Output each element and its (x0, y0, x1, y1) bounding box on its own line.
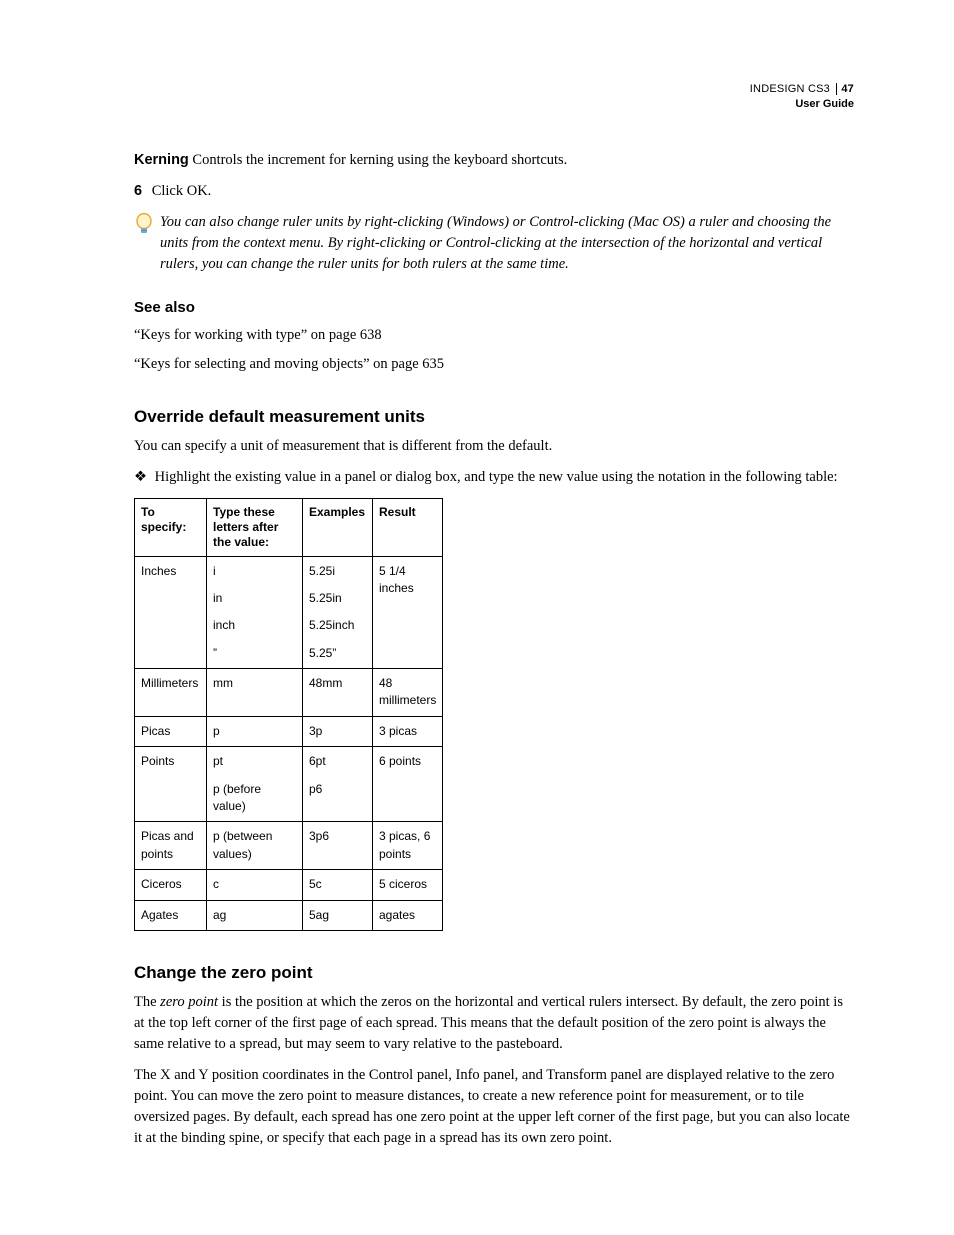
table-cell: 48mm (303, 669, 373, 717)
col-header: Type these letters after the value: (207, 498, 303, 556)
page-number: 47 (836, 83, 854, 95)
zero-p1: The zero point is the position at which … (134, 992, 854, 1055)
table-cell: 5 1/4 inches (373, 556, 443, 669)
kerning-label: Kerning (134, 152, 189, 168)
col-header: Examples (303, 498, 373, 556)
step-6: 6 Click OK. (134, 181, 854, 202)
table-row: Inchesiininch”5.25i5.25in5.25inch5.25”5 … (135, 556, 443, 669)
table-cell: ag (207, 900, 303, 930)
product-name: INDESIGN CS3 (750, 83, 830, 95)
table-cell: p (between values) (207, 822, 303, 870)
col-header: To specify: (135, 498, 207, 556)
zero-heading: Change the zero point (134, 961, 854, 986)
table-cell: Picas and points (135, 822, 207, 870)
measurement-table: To specify: Type these letters after the… (134, 498, 443, 931)
table-cell: mm (207, 669, 303, 717)
step-number: 6 (134, 183, 142, 199)
table-cell: 5c (303, 870, 373, 900)
lightbulb-icon (134, 213, 158, 244)
table-cell: Points (135, 747, 207, 822)
kerning-line: Kerning Controls the increment for kerni… (134, 150, 854, 171)
table-cell: 5 ciceros (373, 870, 443, 900)
table-header-row: To specify: Type these letters after the… (135, 498, 443, 556)
table-row: Millimetersmm48mm48 millimeters (135, 669, 443, 717)
col-header: Result (373, 498, 443, 556)
bullet-text: Highlight the existing value in a panel … (155, 469, 838, 485)
doc-subtitle: User Guide (750, 97, 854, 112)
table-row: Agatesag5agagates (135, 900, 443, 930)
diamond-bullet-icon: ❖ (134, 469, 147, 485)
step-text: Click OK. (152, 183, 212, 199)
page: INDESIGN CS3 47 User Guide Kerning Contr… (0, 0, 954, 1235)
see-also-link-1: “Keys for working with type” on page 638 (134, 325, 854, 346)
table-cell: 3p (303, 716, 373, 746)
table-cell: 5.25i5.25in5.25inch5.25” (303, 556, 373, 669)
table-cell: agates (373, 900, 443, 930)
table-cell: 3 picas, 6 points (373, 822, 443, 870)
table-cell: 3p6 (303, 822, 373, 870)
table-cell: c (207, 870, 303, 900)
table-cell: Inches (135, 556, 207, 669)
table-row: Pointsptp (before value)6ptp66 points (135, 747, 443, 822)
table-cell: 3 picas (373, 716, 443, 746)
table-cell: Ciceros (135, 870, 207, 900)
table-cell: Agates (135, 900, 207, 930)
table-cell: 48 millimeters (373, 669, 443, 717)
table-cell: p (207, 716, 303, 746)
running-header: INDESIGN CS3 47 User Guide (750, 82, 854, 112)
table-row: Picas and pointsp (between values)3p63 p… (135, 822, 443, 870)
zero-point-term: zero point (160, 994, 218, 1010)
table-cell: Picas (135, 716, 207, 746)
table-cell: ptp (before value) (207, 747, 303, 822)
table-cell: Millimeters (135, 669, 207, 717)
zero-p2: The X and Y position coordinates in the … (134, 1065, 854, 1149)
override-bullet: ❖ Highlight the existing value in a pane… (134, 467, 854, 488)
table-cell: 6 points (373, 747, 443, 822)
page-content: Kerning Controls the increment for kerni… (134, 82, 854, 1149)
override-heading: Override default measurement units (134, 405, 854, 430)
override-intro: You can specify a unit of measurement th… (134, 436, 854, 457)
tip-text: You can also change ruler units by right… (160, 212, 854, 275)
zero-p1-pre: The (134, 994, 160, 1010)
kerning-text: Controls the increment for kerning using… (192, 152, 567, 168)
table-cell: iininch” (207, 556, 303, 669)
zero-p1-post: is the position at which the zeros on th… (134, 994, 843, 1052)
table-cell: 6ptp6 (303, 747, 373, 822)
tip-block: You can also change ruler units by right… (134, 212, 854, 275)
see-also-heading: See also (134, 297, 854, 319)
see-also-link-2: “Keys for selecting and moving objects” … (134, 354, 854, 375)
table-row: Cicerosc5c5 ciceros (135, 870, 443, 900)
table-cell: 5ag (303, 900, 373, 930)
table-row: Picasp3p3 picas (135, 716, 443, 746)
